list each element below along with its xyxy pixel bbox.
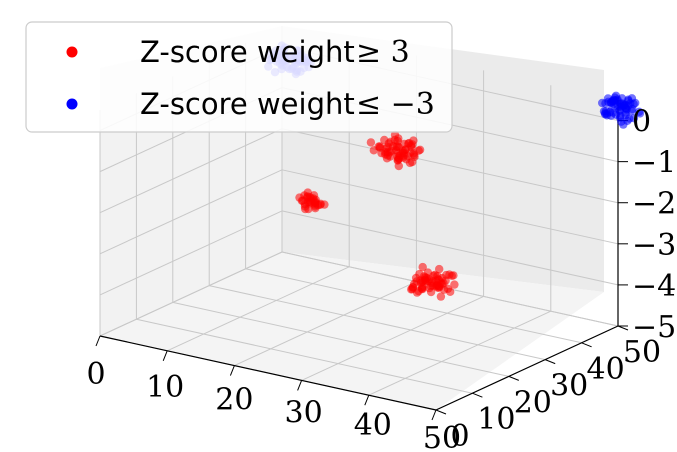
grid-line-x-floor (301, 295, 484, 381)
grid-line-z-back (281, 128, 619, 204)
y-tick-label: 20 (514, 385, 552, 420)
data-point-series-0-cluster-2 (426, 281, 435, 291)
data-point-series-0-cluster-0 (381, 150, 390, 159)
data-point-series-1-cluster-1 (635, 109, 645, 118)
grid-line-x-floor (166, 266, 350, 352)
y-tick-mark (508, 375, 519, 381)
axis-lines (95, 100, 629, 421)
data-point-series-0-cluster-0 (410, 152, 419, 161)
grid-line-y-floor (209, 285, 546, 361)
y-tick-mark (435, 409, 447, 415)
legend-label-high-math: ≥ 3 (356, 35, 410, 70)
data-point-series-0-cluster-2 (435, 282, 444, 291)
x-tick-label: 20 (215, 383, 253, 418)
y-tick-label: 10 (477, 402, 515, 437)
grid-line-x-floor (368, 310, 552, 396)
z-tick-label: −20 (632, 187, 677, 222)
data-point-series-0-cluster-0 (405, 158, 415, 168)
x-tick-mark (431, 409, 437, 421)
data-point-series-0-cluster-2 (418, 262, 427, 272)
z-tick-label: 0 (632, 105, 651, 140)
grid-line-z-left (99, 210, 283, 296)
y-tick-mark (472, 392, 483, 398)
data-point-series-0-cluster-2 (420, 275, 429, 285)
y-tick-mark (545, 359, 556, 365)
x-tick-label: 30 (285, 395, 323, 430)
data-point-series-0-cluster-2 (435, 264, 444, 274)
z-tick-label: −50 (632, 310, 677, 345)
data-point-series-0-cluster-2 (435, 275, 444, 285)
data-point-series-0-cluster-0 (393, 136, 402, 146)
grid-line-z-left (99, 128, 283, 214)
data-point-series-0-cluster-2 (408, 283, 417, 292)
data-point-series-0-cluster-2 (423, 268, 433, 277)
y-tick-mark (617, 325, 629, 331)
legend-marker-high (66, 46, 78, 58)
y-tick-label: 50 (623, 335, 661, 370)
x-tick-mark (95, 335, 101, 347)
x-tick-mark (297, 380, 303, 391)
data-point-series-0-cluster-2 (436, 292, 446, 301)
data-point-series-0-cluster-1 (304, 204, 313, 214)
x-tick-label: 10 (146, 370, 184, 405)
x-tick-mark (364, 395, 370, 406)
data-point-series-1-cluster-1 (624, 96, 633, 106)
data-point-series-0-cluster-2 (411, 273, 421, 283)
y-tick-label: 30 (550, 369, 588, 404)
grid-line-y-floor (136, 318, 473, 394)
z-tick-label: −10 (632, 146, 677, 181)
grid-line-z-back (281, 169, 619, 245)
data-point-series-1-cluster-1 (601, 99, 610, 108)
grid-line-z-back (281, 210, 619, 286)
y-tick-label: 40 (587, 352, 625, 387)
data-point-series-0-cluster-1 (303, 193, 312, 202)
x-tick-mark (162, 350, 168, 361)
grid-line-x-floor (234, 281, 417, 367)
legend-box (25, 21, 453, 133)
data-point-series-0-cluster-2 (447, 271, 456, 280)
data-point-series-0-cluster-0 (380, 135, 389, 145)
z-tick-label: −30 (632, 228, 677, 263)
data-point-series-0-cluster-2 (450, 280, 459, 289)
scatter-points (264, 41, 645, 301)
legend: Z-score weight ≥ 3 Z-score weight ≤ −3 (25, 21, 453, 133)
legend-label-low: Z-score weight (140, 87, 355, 121)
grid-line-y-floor (245, 268, 582, 344)
legend-marker-low (66, 98, 78, 110)
legend-label-high: Z-score weight (140, 35, 355, 69)
legend-label-low-math: ≤ −3 (356, 87, 435, 122)
data-point-series-0-cluster-1 (310, 200, 320, 209)
data-point-series-0-cluster-0 (393, 152, 402, 161)
data-point-series-1-cluster-1 (599, 107, 609, 116)
data-point-series-1-cluster-1 (616, 99, 625, 109)
pane-floor (100, 252, 604, 410)
y-tick-mark (581, 342, 592, 348)
x-tick-label: 50 (423, 421, 461, 452)
x-tick-label: 0 (86, 357, 105, 392)
data-point-series-0-cluster-0 (408, 140, 417, 149)
grid-line-y-floor (172, 301, 509, 377)
data-point-series-0-cluster-0 (403, 152, 412, 161)
data-point-series-1-cluster-1 (622, 105, 631, 114)
x-tick-label: 40 (354, 408, 392, 443)
x-axis-line (99, 335, 437, 411)
z-tick-label: −40 (632, 269, 677, 304)
grid-line-z-left (99, 169, 283, 255)
data-point-series-0-cluster-2 (446, 287, 455, 296)
data-point-series-1-cluster-1 (611, 110, 621, 120)
y-axis-line (435, 325, 619, 411)
data-point-series-0-cluster-2 (441, 276, 450, 285)
data-point-series-1-cluster-1 (625, 114, 634, 123)
y-tick-label: 0 (450, 419, 469, 452)
x-tick-mark (229, 365, 235, 376)
data-point-series-1-cluster-1 (609, 99, 618, 109)
data-point-series-0-cluster-2 (418, 284, 427, 294)
data-point-series-0-cluster-0 (366, 138, 376, 147)
data-point-series-0-cluster-0 (386, 137, 395, 146)
grid-line-z-left (99, 251, 283, 337)
